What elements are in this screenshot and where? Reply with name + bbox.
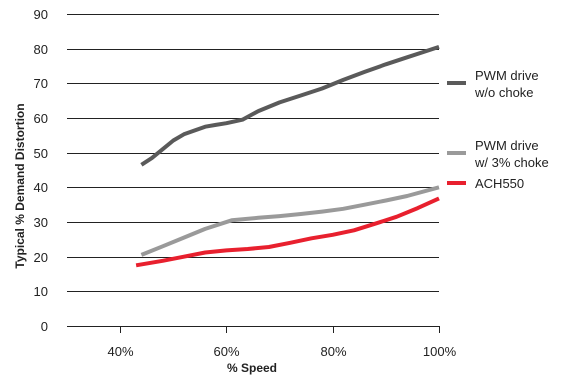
x-tick-label: 40% bbox=[107, 344, 133, 359]
legend: PWM drive w/o choke PWM drive w/ 3% choke AC… bbox=[447, 68, 549, 191]
y-tick-label: 70 bbox=[34, 76, 48, 91]
y-tick-label: 10 bbox=[34, 284, 48, 299]
x-axis-title: % Speed bbox=[227, 361, 277, 375]
y-tick-label: 30 bbox=[34, 215, 48, 230]
gridlines bbox=[67, 14, 439, 327]
x-tick-label: 60% bbox=[213, 344, 239, 359]
y-tick-label: 90 bbox=[34, 7, 48, 22]
y-tick-label: 20 bbox=[34, 250, 48, 265]
series-lines bbox=[135, 45, 440, 268]
legend-label: w/ 3% choke bbox=[474, 155, 549, 170]
y-tick-label: 80 bbox=[34, 42, 48, 57]
legend-label: PWM drive bbox=[475, 68, 539, 83]
y-axis-title: Typical % Demand Distortion bbox=[13, 103, 27, 268]
y-tick-label: 0 bbox=[41, 319, 48, 334]
x-tick-label: 80% bbox=[320, 344, 346, 359]
series-line-2 bbox=[140, 185, 440, 257]
series-line-1 bbox=[140, 45, 440, 167]
x-axis-ticks: 40% 60% 80% 100% bbox=[107, 326, 457, 359]
x-tick-label: 100% bbox=[423, 344, 457, 359]
legend-label: PWM drive bbox=[475, 138, 539, 153]
series-line-3 bbox=[135, 196, 440, 268]
y-tick-label: 50 bbox=[34, 146, 48, 161]
y-axis-ticks: 0 10 20 30 40 50 60 70 80 90 bbox=[34, 7, 48, 334]
legend-label: w/o choke bbox=[474, 85, 534, 100]
legend-label: ACH550 bbox=[475, 176, 524, 191]
y-tick-label: 40 bbox=[34, 180, 48, 195]
y-tick-label: 60 bbox=[34, 111, 48, 126]
